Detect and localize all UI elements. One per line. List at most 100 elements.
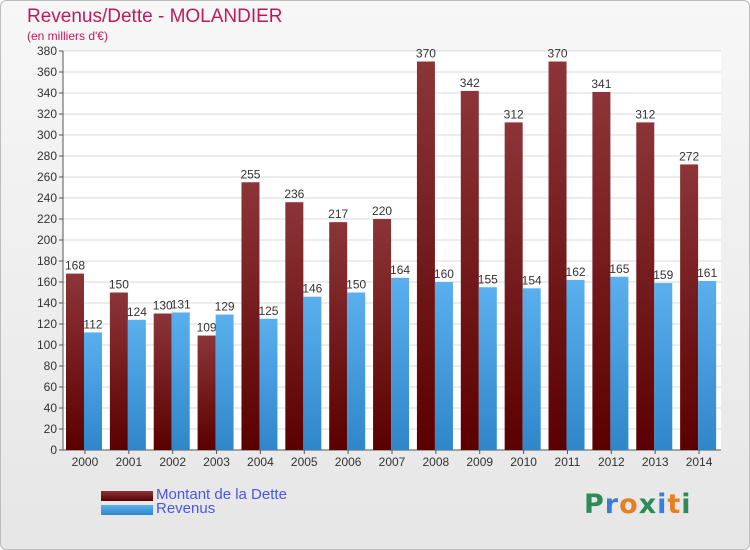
y-tick-label: 160 [37,275,57,289]
proxiti-logo: Proxiti [584,489,692,520]
x-tick-label: 2011 [555,455,581,469]
data-label-revenus: 162 [566,265,586,279]
data-label-dette: 217 [328,207,348,221]
y-tick-label: 120 [37,317,57,331]
y-tick-label: 80 [44,359,58,373]
data-label-dette: 168 [65,259,85,273]
data-label-revenus: 125 [258,304,278,318]
data-label-dette: 255 [240,167,260,181]
logo-letter: t [667,489,682,520]
x-tick-label: 2010 [510,455,537,469]
y-tick-label: 100 [37,338,57,352]
bar-dette [153,313,172,450]
y-tick-label: 380 [37,44,57,58]
data-label-revenus: 150 [346,278,366,292]
bar-revenus [610,276,629,450]
legend-swatch-dette [101,491,153,501]
data-label-dette: 370 [416,47,436,61]
y-tick-label: 260 [37,170,57,184]
data-label-revenus: 164 [390,263,410,277]
bar-dette [373,219,392,450]
bar-revenus [84,332,102,450]
data-label-revenus: 160 [434,267,454,281]
data-label-revenus: 146 [302,282,322,296]
bar-revenus [215,314,234,450]
bar-dette [592,91,611,450]
y-tick-label: 200 [37,233,57,247]
data-label-dette: 312 [635,107,655,121]
logo-letter: P [584,489,605,520]
chart-title: Revenus/Dette - MOLANDIER [27,6,283,27]
bar-revenus [259,318,278,450]
bar-revenus [303,296,322,450]
bar-revenus [478,287,497,450]
y-tick-label: 220 [37,212,57,226]
bar-revenus [698,280,717,450]
y-tick-label: 20 [44,422,58,436]
data-label-revenus: 155 [478,272,498,286]
x-tick-label: 2012 [598,455,625,469]
bar-revenus [127,319,146,450]
bar-dette [285,202,304,450]
x-tick-label: 2002 [159,455,186,469]
data-label-revenus: 124 [127,305,147,319]
bar-dette [548,61,567,450]
bar-dette [636,122,655,451]
data-label-revenus: 154 [522,273,542,287]
logo-letter: i [681,489,692,520]
bar-revenus [522,288,541,450]
bar-dette [66,273,84,450]
x-tick-label: 2003 [203,455,230,469]
data-label-revenus: 161 [697,266,717,280]
data-label-revenus: 159 [653,268,673,282]
x-tick-label: 2005 [291,455,318,469]
x-tick-label: 2007 [379,455,406,469]
logo-letter: r [604,489,620,520]
y-tick-label: 40 [44,401,58,415]
y-tick-label: 340 [37,86,57,100]
x-tick-label: 2000 [72,455,99,469]
chart-subtitle: (en milliers d'€) [27,29,108,43]
bar-dette [680,164,699,450]
bar-dette [460,90,479,451]
bar-revenus [171,312,190,450]
x-tick-label: 2014 [686,455,713,469]
data-label-revenus: 165 [609,262,629,276]
logo-letter: o [619,489,639,520]
data-label-dette: 272 [679,149,699,163]
bar-revenus [566,279,585,450]
y-tick-label: 140 [37,296,57,310]
data-label-dette: 150 [109,278,129,292]
data-label-dette: 370 [548,47,568,61]
x-tick-label: 2001 [115,455,142,469]
data-label-dette: 342 [460,76,480,90]
y-tick-label: 60 [44,380,58,394]
data-label-dette: 130 [153,299,173,313]
bar-revenus [347,292,366,450]
y-tick-label: 240 [37,191,57,205]
data-label-dette: 236 [284,187,304,201]
bar-dette [241,182,260,450]
logo-letter: x [638,489,658,520]
bar-dette [416,61,435,450]
y-tick-label: 280 [37,149,57,163]
bar-dette [109,292,128,450]
legend-label-dette: Montant de la Dette [156,486,287,503]
data-label-revenus: 129 [215,300,235,314]
x-tick-label: 2013 [642,455,669,469]
x-tick-label: 2008 [423,455,450,469]
y-tick-label: 300 [37,128,57,142]
data-label-dette: 341 [591,77,611,91]
x-tick-label: 2004 [247,455,274,469]
bar-dette [504,122,523,451]
x-tick-label: 2006 [335,455,362,469]
y-tick-label: 360 [37,65,57,79]
bar-revenus [391,277,410,450]
legend-label-revenus: Revenus [156,500,216,517]
y-tick-label: 0 [50,443,57,457]
data-label-revenus: 131 [171,297,191,311]
bar-revenus [654,283,673,450]
data-label-dette: 109 [197,321,217,335]
